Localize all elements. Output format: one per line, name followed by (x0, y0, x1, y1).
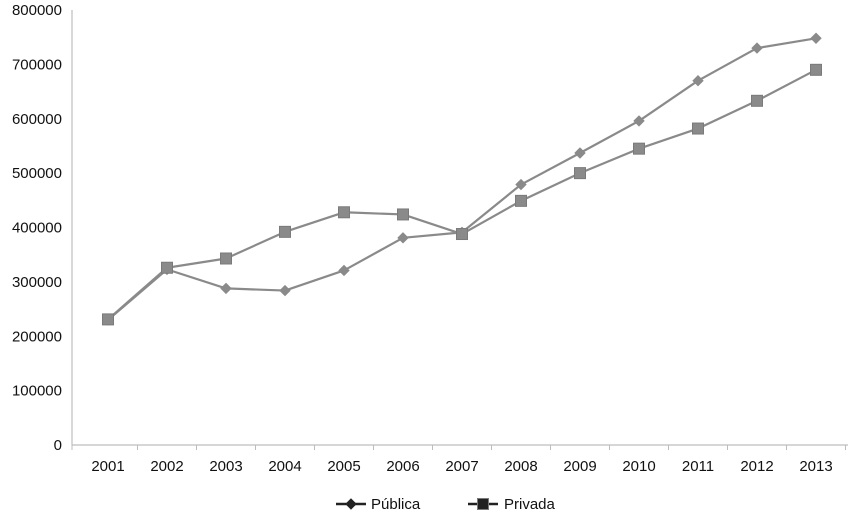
data-point (751, 94, 763, 107)
data-point (279, 225, 291, 238)
legend-marker-icon (477, 498, 489, 510)
x-tick-label: 2010 (622, 458, 655, 475)
data-point (515, 178, 527, 191)
x-tick-label: 2007 (445, 458, 478, 475)
x-tick-label: 2008 (504, 458, 537, 475)
data-point (515, 194, 527, 207)
legend-label: Privada (504, 496, 556, 513)
legend-label: Pública (371, 496, 421, 513)
y-tick-label: 400000 (12, 220, 62, 237)
data-point (220, 252, 232, 265)
x-tick-label: 2009 (563, 458, 596, 475)
y-axis-ticks: 0 100000 200000 300000 400000 500000 600000 700… (12, 2, 62, 454)
data-point (161, 261, 173, 274)
data-point (338, 206, 350, 219)
data-point (574, 167, 586, 180)
data-point (810, 32, 822, 44)
y-tick-label: 200000 (12, 328, 62, 345)
x-axis-ticks: 2001 2002 2003 2004 2005 2006 2007 2008 2009 2010… (71, 445, 846, 475)
data-point (456, 228, 468, 241)
legend-item: Pública (336, 496, 421, 513)
data-point (692, 74, 704, 87)
y-tick-label: 300000 (12, 274, 62, 291)
legend-item: Privada (468, 496, 556, 513)
series-line (107, 68, 817, 321)
series-2 (102, 63, 822, 326)
y-tick-label: 800000 (12, 2, 62, 19)
x-tick-label: 2004 (268, 458, 301, 475)
series-1 (102, 32, 822, 326)
data-point (810, 63, 822, 76)
data-point (751, 42, 763, 54)
x-tick-label: 2002 (150, 458, 183, 475)
y-tick-label: 500000 (12, 165, 62, 182)
y-tick-label: 100000 (12, 383, 62, 400)
data-point (220, 282, 232, 295)
x-tick-label: 2005 (327, 458, 360, 475)
y-tick-label: 0 (54, 437, 62, 454)
data-point (633, 115, 645, 127)
data-point (338, 264, 350, 277)
data-point (279, 284, 291, 297)
x-tick-label: 2013 (799, 458, 832, 475)
data-point (102, 313, 114, 326)
x-tick-label: 2003 (209, 458, 242, 475)
chart-series (102, 32, 822, 326)
data-point (692, 122, 704, 135)
data-point (397, 208, 409, 221)
legend-marker-icon (345, 498, 357, 510)
y-tick-label: 700000 (12, 56, 62, 73)
series-line (107, 37, 817, 321)
chart-axes (71, 10, 848, 446)
y-tick-label: 600000 (12, 111, 62, 128)
x-tick-label: 2011 (682, 458, 714, 475)
data-point (633, 142, 645, 155)
x-tick-label: 2012 (740, 458, 773, 475)
data-point (574, 147, 586, 159)
chart-legend: Pública Privada (336, 496, 556, 513)
data-point (397, 232, 409, 244)
x-tick-label: 2006 (386, 458, 419, 475)
x-tick-label: 2001 (91, 458, 124, 475)
